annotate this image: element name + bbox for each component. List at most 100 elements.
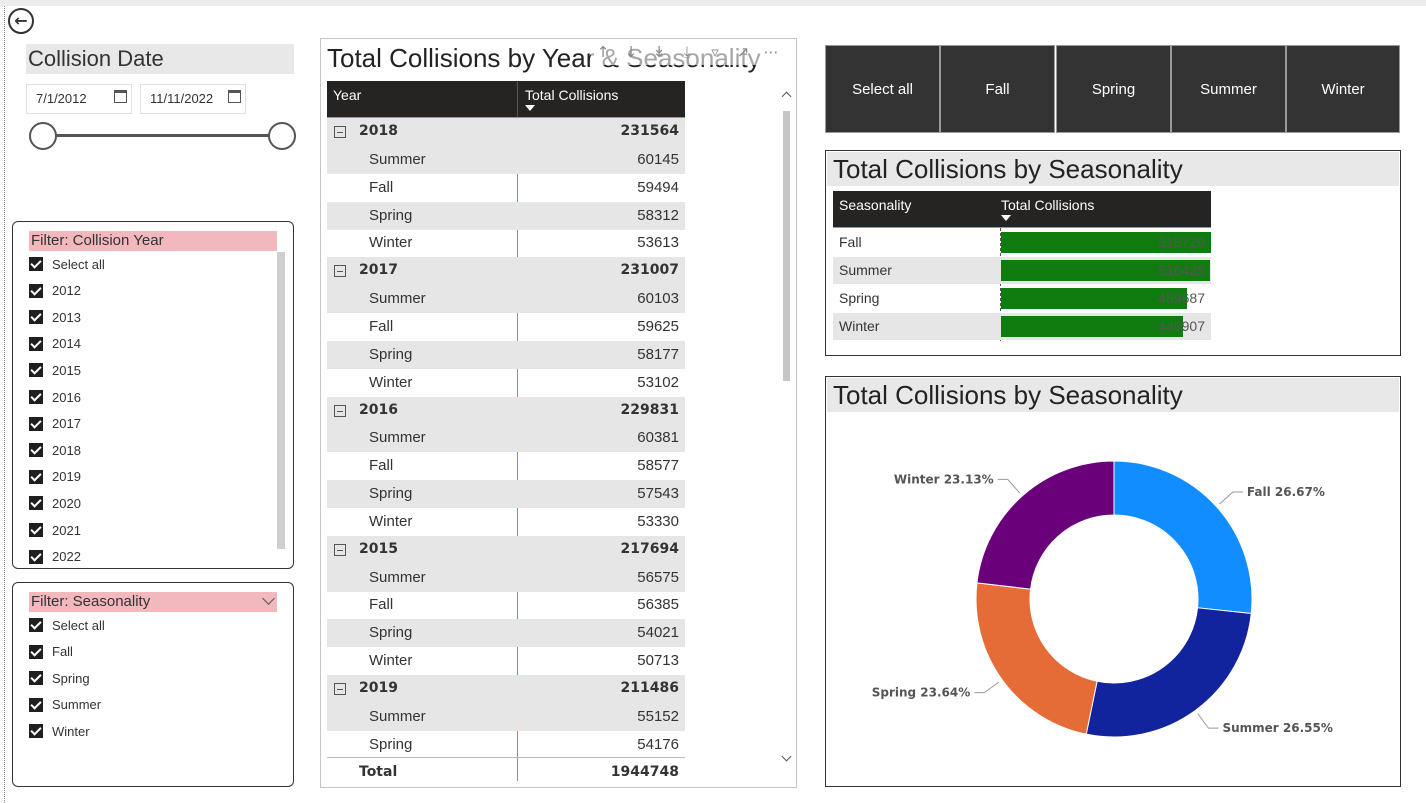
- checkbox-checked-icon[interactable]: [29, 283, 43, 298]
- year-filter-item[interactable]: 2019: [29, 467, 81, 487]
- sort-descending-icon[interactable]: [525, 105, 535, 111]
- checkbox-checked-icon[interactable]: [29, 310, 43, 325]
- matrix-season-row[interactable]: Spring 57543: [327, 480, 685, 509]
- year-filter-item[interactable]: 2014: [29, 334, 81, 354]
- date-range-start-handle[interactable]: [29, 122, 57, 150]
- column-header-year[interactable]: Year: [333, 87, 362, 103]
- checkbox-checked-icon[interactable]: [29, 549, 43, 564]
- matrix-season-row[interactable]: Summer 60381: [327, 424, 685, 453]
- date-range-track[interactable]: [42, 134, 282, 137]
- matrix-scrollbar[interactable]: [783, 111, 790, 381]
- filter-icon[interactable]: ▿: [711, 43, 719, 61]
- checkbox-checked-icon[interactable]: [29, 390, 43, 404]
- collapse-icon[interactable]: [334, 543, 346, 556]
- matrix-season-row[interactable]: Winter 53102: [327, 369, 685, 397]
- year-filter-item[interactable]: 2022: [29, 547, 81, 567]
- checkbox-checked-icon[interactable]: [29, 336, 43, 351]
- matrix-season-row[interactable]: Summer 60103: [327, 285, 685, 314]
- matrix-season-row[interactable]: Summer 60145: [327, 145, 685, 174]
- donut-slice[interactable]: [975, 582, 1098, 735]
- matrix-season-row[interactable]: Summer 56575: [327, 563, 685, 592]
- season-button[interactable]: Summer: [1171, 45, 1286, 133]
- matrix-season-row[interactable]: Fall 56385: [327, 591, 685, 619]
- season-filter-title[interactable]: Filter: Seasonality: [29, 592, 277, 612]
- start-date-input[interactable]: 7/1/2012: [26, 84, 132, 114]
- collapse-icon[interactable]: [334, 126, 346, 138]
- collapse-icon[interactable]: [334, 265, 346, 278]
- checkbox-checked-icon[interactable]: [29, 523, 43, 537]
- column-header-total[interactable]: Total Collisions: [1001, 197, 1095, 213]
- calendar-icon[interactable]: [228, 90, 241, 103]
- season-button[interactable]: Spring: [1056, 45, 1171, 133]
- checkbox-checked-icon[interactable]: [29, 618, 43, 632]
- matrix-season-row[interactable]: Spring 58312: [327, 201, 685, 230]
- matrix-season-row[interactable]: Summer 55152: [327, 702, 685, 731]
- year-filter-scrollbar[interactable]: [277, 252, 285, 549]
- checkbox-checked-icon[interactable]: [29, 363, 43, 378]
- bar-table-row[interactable]: Spring 459687: [833, 285, 1211, 312]
- season-filter-item[interactable]: Spring: [29, 668, 90, 688]
- year-filter-item[interactable]: 2018: [29, 440, 81, 460]
- collapse-icon[interactable]: [334, 404, 346, 417]
- sort-descending-icon[interactable]: [1001, 215, 1011, 221]
- bar-table-row[interactable]: Winter 449907: [833, 313, 1211, 340]
- year-filter-item[interactable]: 2016: [29, 387, 81, 407]
- matrix-season-row[interactable]: Spring 58177: [327, 340, 685, 369]
- checkbox-checked-icon[interactable]: [29, 644, 43, 659]
- season-filter-item[interactable]: Select all: [29, 615, 105, 635]
- year-filter-item[interactable]: 2021: [29, 520, 81, 540]
- year-filter-item[interactable]: 2015: [29, 360, 81, 380]
- drill-down-icon[interactable]: ↓: [624, 43, 638, 61]
- matrix-year-row[interactable]: 2018 231564: [327, 118, 685, 146]
- expand-all-icon[interactable]: ↡: [652, 43, 666, 61]
- matrix-season-row[interactable]: Winter 53613: [327, 229, 685, 257]
- donut-slice[interactable]: [976, 460, 1115, 590]
- matrix-season-row[interactable]: Spring 54176: [327, 731, 685, 759]
- checkbox-checked-icon[interactable]: [29, 469, 43, 484]
- donut-slice[interactable]: [1113, 460, 1253, 615]
- column-header-seasonality[interactable]: Seasonality: [839, 197, 912, 213]
- scroll-down-icon[interactable]: [781, 751, 792, 762]
- bar-table-row[interactable]: Summer 516425: [833, 257, 1211, 284]
- matrix-season-row[interactable]: Winter 53330: [327, 508, 685, 536]
- matrix-season-row[interactable]: Spring 54021: [327, 619, 685, 648]
- checkbox-checked-icon[interactable]: [29, 496, 43, 511]
- drill-up-icon[interactable]: ↑: [596, 43, 610, 61]
- season-filter-item[interactable]: Fall: [29, 642, 73, 662]
- checkbox-checked-icon[interactable]: [29, 257, 43, 271]
- matrix-year-row[interactable]: 2019 211486: [327, 675, 685, 703]
- matrix-year-row[interactable]: 2015 217694: [327, 535, 685, 564]
- donut-slice[interactable]: [1085, 607, 1252, 738]
- calendar-icon[interactable]: [114, 90, 127, 103]
- year-filter-item[interactable]: 2017: [29, 414, 81, 434]
- end-date-input[interactable]: 11/11/2022: [140, 84, 246, 114]
- focus-mode-icon[interactable]: ↗: [736, 43, 750, 61]
- more-options-icon[interactable]: ⋯: [763, 43, 779, 61]
- bar-table-row[interactable]: Fall 518729: [833, 229, 1211, 256]
- checkbox-checked-icon[interactable]: [29, 671, 43, 686]
- year-filter-item[interactable]: Select all: [29, 254, 105, 274]
- season-button[interactable]: Select all: [825, 45, 940, 133]
- checkbox-checked-icon[interactable]: [29, 416, 43, 431]
- collapse-icon[interactable]: [334, 683, 346, 695]
- year-filter-item[interactable]: 2020: [29, 493, 81, 513]
- season-button[interactable]: Fall: [940, 45, 1055, 133]
- matrix-season-row[interactable]: Fall 59625: [327, 313, 685, 341]
- checkbox-checked-icon[interactable]: [29, 697, 43, 712]
- season-filter-item[interactable]: Winter: [29, 721, 90, 741]
- season-filter-item[interactable]: Summer: [29, 695, 101, 715]
- matrix-year-row[interactable]: 2016 229831: [327, 396, 685, 425]
- date-range-end-handle[interactable]: [268, 122, 296, 150]
- chevron-down-icon[interactable]: [262, 592, 275, 605]
- year-filter-item[interactable]: 2013: [29, 307, 81, 327]
- column-header-total[interactable]: Total Collisions: [525, 87, 619, 103]
- back-arrow-icon[interactable]: ←: [8, 8, 34, 34]
- matrix-year-row[interactable]: 2017 231007: [327, 257, 685, 286]
- checkbox-checked-icon[interactable]: [29, 724, 43, 739]
- scroll-up-icon[interactable]: [781, 91, 792, 102]
- matrix-season-row[interactable]: Fall 59494: [327, 174, 685, 202]
- matrix-season-row[interactable]: Winter 50713: [327, 647, 685, 675]
- season-button[interactable]: Winter: [1286, 45, 1400, 133]
- checkbox-checked-icon[interactable]: [29, 443, 43, 458]
- year-filter-item[interactable]: 2012: [29, 281, 81, 301]
